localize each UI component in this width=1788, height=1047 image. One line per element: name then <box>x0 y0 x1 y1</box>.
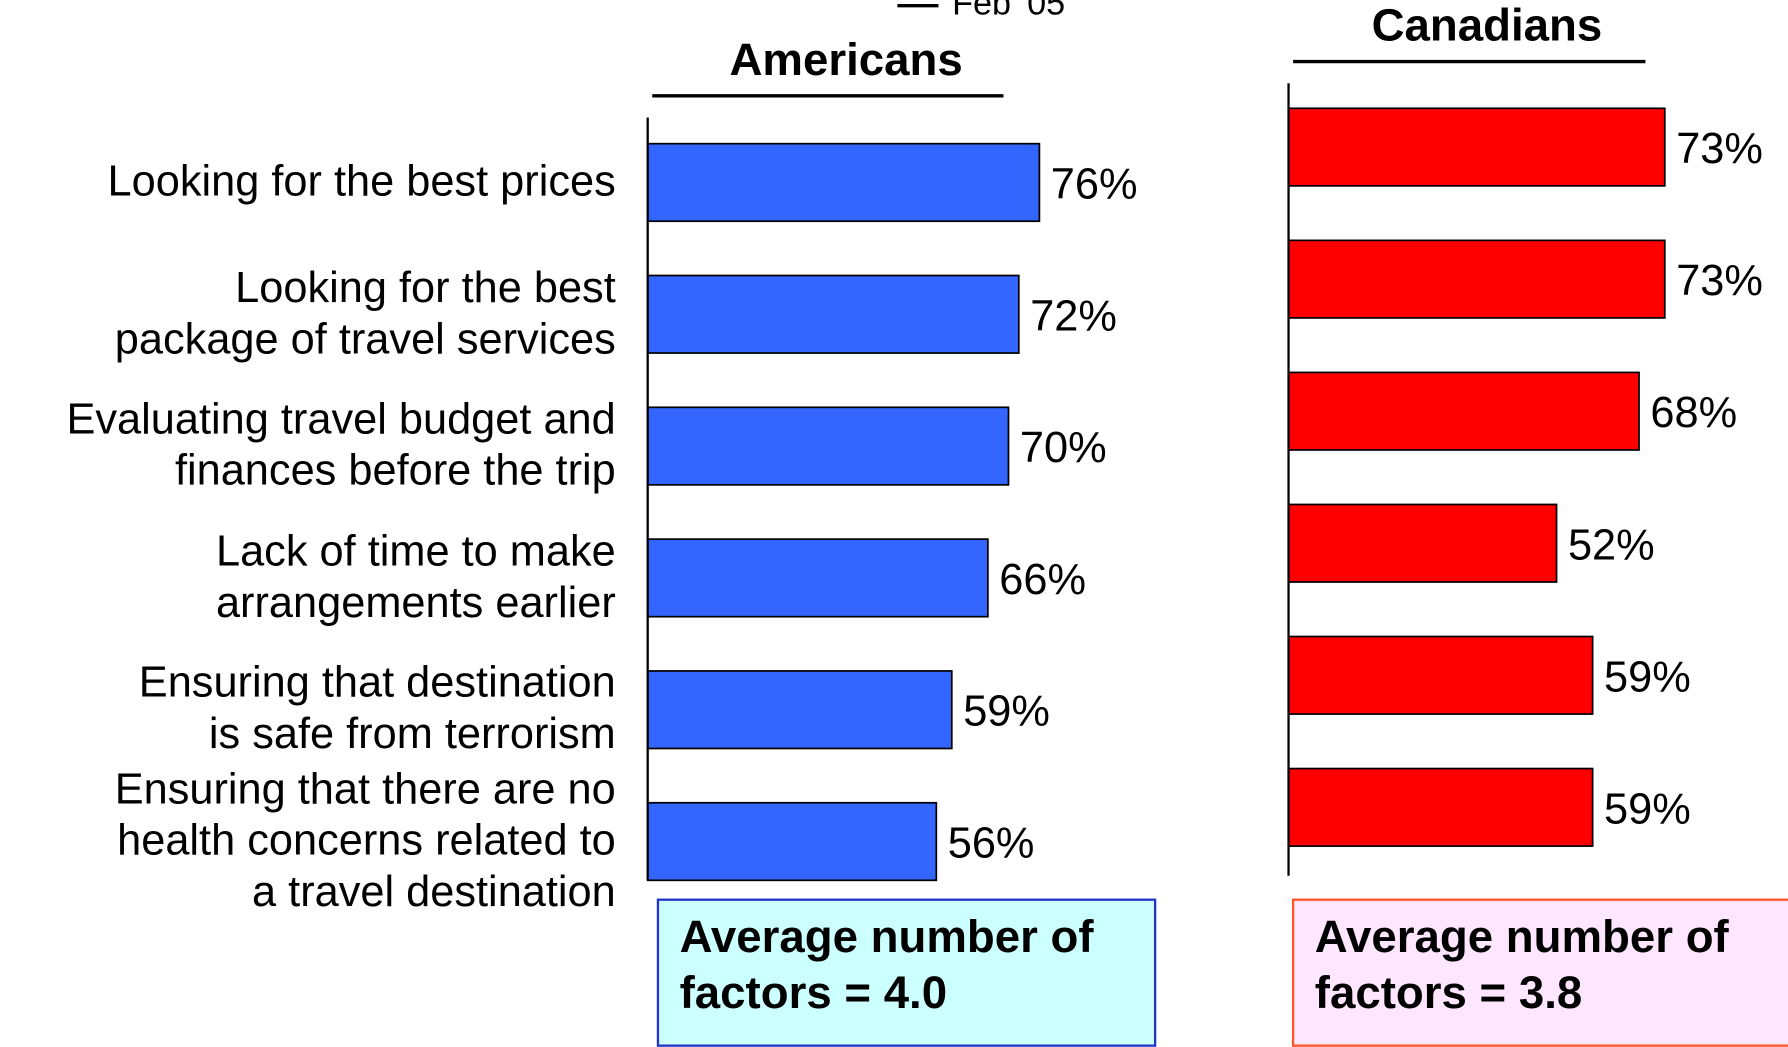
chart-title: Canadians <box>1372 0 1603 51</box>
annotation-box: Average number of factors = 3.8 <box>1291 898 1788 1047</box>
value-label: 70% <box>1020 424 1107 472</box>
value-label: 59% <box>1604 653 1691 701</box>
bar <box>1287 107 1666 187</box>
value-label: 59% <box>1604 785 1691 833</box>
category-label: Evaluating travel budget and finances be… <box>66 395 616 496</box>
value-label: 59% <box>963 688 1050 736</box>
bar <box>1287 239 1666 319</box>
bar <box>646 801 938 882</box>
annotation-box: Average number of factors = 4.0 <box>656 898 1157 1047</box>
value-label: 66% <box>999 556 1086 604</box>
value-label: 72% <box>1030 292 1117 340</box>
value-label: 56% <box>948 820 1035 868</box>
bar <box>1287 635 1594 715</box>
bar <box>646 406 1010 486</box>
value-label: 73% <box>1676 257 1763 305</box>
category-label: Looking for the best prices <box>107 157 616 206</box>
category-label: Ensuring that destination is safe from t… <box>138 659 616 759</box>
bar <box>1287 503 1558 583</box>
bar <box>1287 371 1640 451</box>
value-label: 52% <box>1568 521 1655 569</box>
category-label: Lack of time to make arrangements earlie… <box>215 527 616 627</box>
legend-label: Feb '05 <box>952 0 1065 23</box>
value-label: 73% <box>1676 125 1763 173</box>
bar <box>646 142 1041 223</box>
value-label: 76% <box>1051 160 1138 208</box>
bar <box>646 670 953 750</box>
bar <box>646 274 1020 354</box>
value-label: 68% <box>1650 389 1737 437</box>
bar <box>1287 767 1594 847</box>
bar <box>646 538 989 618</box>
category-label: Looking for the best package of travel s… <box>114 264 616 364</box>
chart-title: Americans <box>729 34 962 85</box>
category-label: Ensuring that there are no health concer… <box>114 765 616 917</box>
